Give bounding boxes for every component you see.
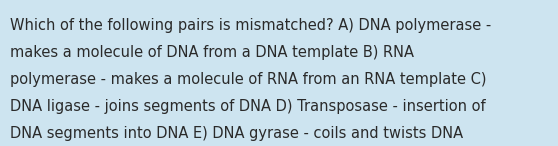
Text: DNA segments into DNA E) DNA gyrase - coils and twists DNA: DNA segments into DNA E) DNA gyrase - co… (10, 126, 463, 141)
Text: polymerase - makes a molecule of RNA from an RNA template C): polymerase - makes a molecule of RNA fro… (10, 72, 487, 87)
Text: Which of the following pairs is mismatched? A) DNA polymerase -: Which of the following pairs is mismatch… (10, 18, 491, 33)
Text: DNA ligase - joins segments of DNA D) Transposase - insertion of: DNA ligase - joins segments of DNA D) Tr… (10, 99, 485, 114)
Text: makes a molecule of DNA from a DNA template B) RNA: makes a molecule of DNA from a DNA templ… (10, 45, 414, 60)
